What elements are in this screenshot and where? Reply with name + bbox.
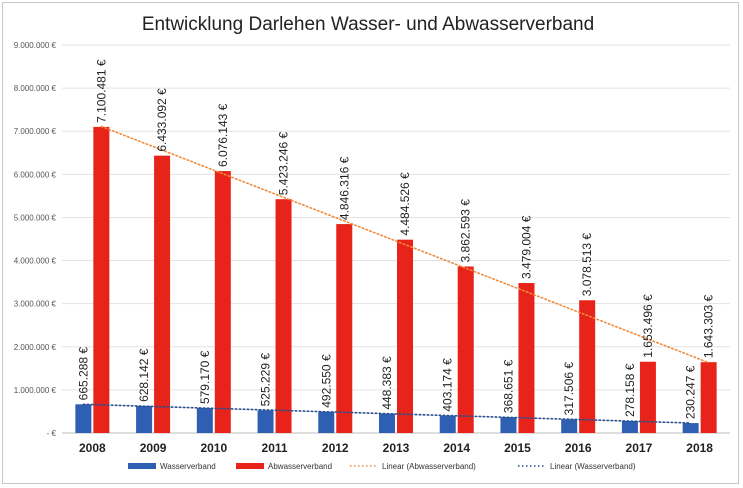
data-label-wasserverband: 368.651 € [501, 359, 515, 413]
data-label-wasserverband: 317.506 € [562, 362, 576, 416]
data-labels: 665.288 € 7.100.481 € 628.142 € 6.433.092 €… [76, 59, 715, 419]
y-tick-label: 8.000.000 € [14, 84, 57, 93]
bar-wasserverband [561, 419, 578, 433]
y-tick-label: 4.000.000 € [14, 257, 57, 266]
bar-wasserverband [621, 421, 638, 433]
data-label-abwasserverband: 6.433.092 € [155, 88, 169, 152]
legend-swatch [128, 463, 156, 469]
data-label-abwasserverband: 3.862.593 € [459, 199, 473, 263]
legend-label: Linear (Abwasserverband) [382, 462, 476, 471]
data-label-wasserverband: 579.170 € [198, 350, 212, 404]
y-tick-label: 9.000.000 € [14, 41, 57, 50]
x-axis-ticks: 2008 2009 2010 2011 2012 2013 2014 2015 2016 2017… [79, 441, 713, 455]
data-label-wasserverband: 278.158 € [623, 363, 637, 417]
bar-abwasserverband [93, 126, 110, 433]
bar-abwasserverband [214, 171, 231, 433]
data-label-abwasserverband: 3.479.004 € [519, 215, 533, 279]
x-tick-label: 2014 [443, 441, 470, 455]
legend-label: Wasserverband [160, 462, 216, 471]
x-tick-label: 2013 [383, 441, 410, 455]
x-tick-label: 2008 [79, 441, 106, 455]
data-label-abwasserverband: 7.100.481 € [94, 59, 108, 123]
y-tick-label: 2.000.000 € [14, 343, 57, 352]
legend-label: Abwasserverband [268, 462, 332, 471]
data-label-abwasserverband: 1.653.496 € [641, 294, 655, 358]
bar-wasserverband [439, 415, 456, 433]
x-tick-label: 2011 [262, 441, 288, 455]
x-tick-label: 2016 [565, 441, 592, 455]
data-label-wasserverband: 492.550 € [319, 354, 333, 408]
data-label-abwasserverband: 3.078.513 € [580, 233, 594, 297]
y-tick-label: 3.000.000 € [14, 300, 57, 309]
x-tick-label: 2012 [322, 441, 349, 455]
legend: Wasserverband Abwasserverband Linear (Abwa… [128, 462, 636, 471]
bar-wasserverband [196, 408, 213, 433]
chart-frame [2, 2, 739, 484]
bar-abwasserverband [639, 361, 656, 433]
bar-wasserverband [75, 404, 92, 433]
bar-wasserverband [500, 417, 517, 433]
bar-abwasserverband [275, 199, 292, 433]
x-tick-label: 2010 [200, 441, 227, 455]
bar-wasserverband [318, 411, 335, 433]
bar-wasserverband [257, 410, 274, 433]
y-tick-label: 5.000.000 € [14, 213, 57, 222]
data-label-abwasserverband: 1.643.303 € [702, 294, 716, 358]
data-label-wasserverband: 628.142 € [137, 348, 151, 402]
y-tick-label: - € [47, 429, 57, 438]
bar-abwasserverband [457, 266, 474, 433]
y-tick-label: 1.000.000 € [14, 386, 57, 395]
chart-title: Entwicklung Darlehen Wasser- und Abwasse… [142, 14, 594, 35]
bar-abwasserverband [518, 283, 535, 433]
x-tick-label: 2015 [504, 441, 531, 455]
data-label-abwasserverband: 5.423.246 € [277, 131, 291, 195]
x-tick-label: 2009 [140, 441, 167, 455]
x-tick-label: 2017 [626, 441, 653, 455]
trendlines [82, 125, 710, 424]
data-label-wasserverband: 525.229 € [259, 353, 273, 407]
bar-abwasserverband [154, 155, 171, 433]
data-label-wasserverband: 403.174 € [441, 358, 455, 412]
data-label-wasserverband: 448.383 € [380, 356, 394, 410]
legend-swatch [236, 463, 264, 469]
trendline-abwasserverband [100, 125, 710, 364]
bar-abwasserverband [336, 224, 353, 433]
x-tick-label: 2018 [686, 441, 713, 455]
bar-wasserverband [682, 423, 699, 433]
y-tick-label: 6.000.000 € [14, 170, 57, 179]
data-label-abwasserverband: 6.076.143 € [216, 103, 230, 167]
trendline-wasserverband [82, 403, 692, 424]
data-label-wasserverband: 665.288 € [76, 347, 90, 401]
y-axis-ticks: - € 1.000.000 € 2.000.000 € 3.000.000 € 4.00… [14, 41, 57, 438]
data-label-wasserverband: 230.247 € [684, 365, 698, 419]
bar-wasserverband [136, 405, 153, 433]
y-tick-label: 7.000.000 € [14, 127, 57, 136]
data-label-abwasserverband: 4.846.316 € [337, 156, 351, 220]
bars [75, 126, 717, 433]
bar-abwasserverband [397, 239, 413, 433]
bar-wasserverband [379, 413, 395, 433]
legend-label: Linear (Wasserverband) [550, 462, 636, 471]
grid-lines [62, 44, 730, 434]
bar-abwasserverband [700, 362, 717, 433]
data-label-abwasserverband: 4.484.526 € [398, 172, 412, 236]
bar-abwasserverband [579, 300, 596, 433]
